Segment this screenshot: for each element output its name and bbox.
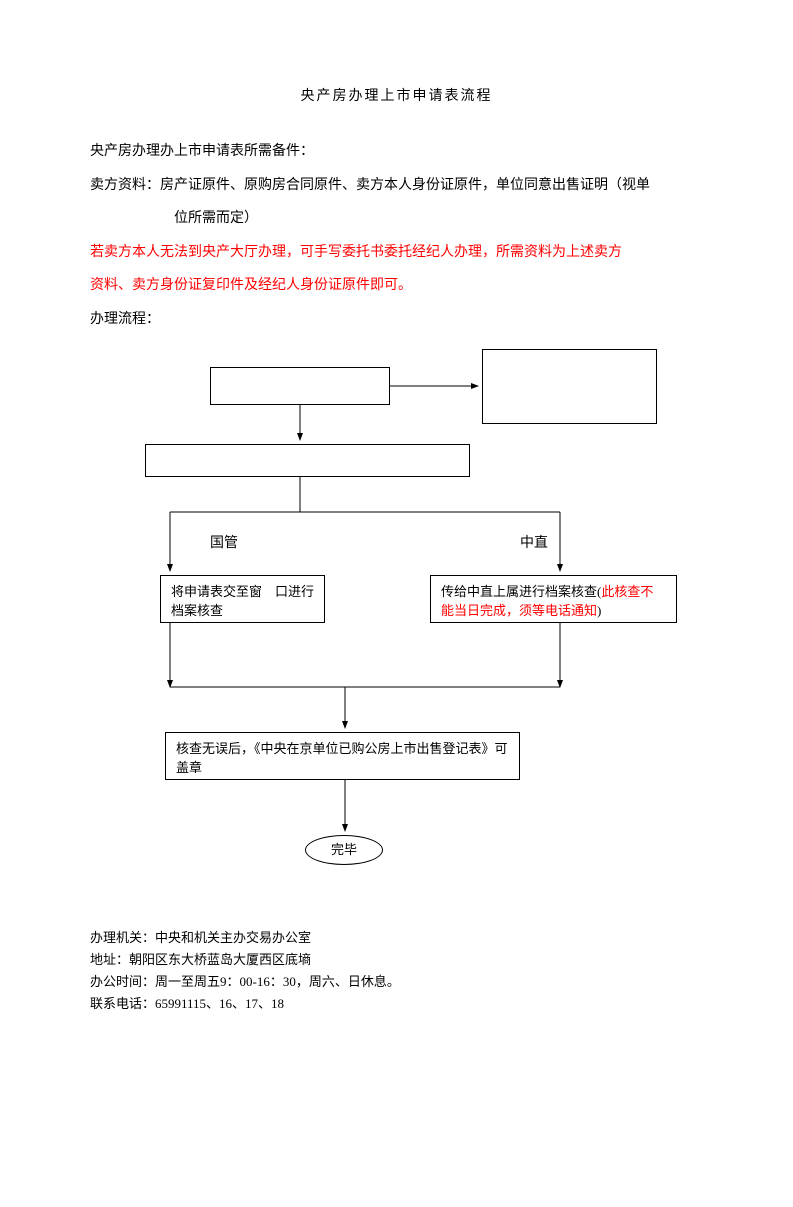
flowchart-arrows [0, 337, 793, 927]
page-title: 央产房办理上市申请表流程 [0, 85, 793, 105]
intro-red-1: 若卖方本人无法到央产大厅办理，可手写委托书委托经纪人办理，所需资料为上述卖方 [90, 236, 703, 270]
node-right-text-black: 传给中直上属进行档案核查( [441, 584, 601, 599]
flowchart-node-top [210, 367, 390, 405]
intro-line-2b: 位所需而定） [90, 202, 703, 236]
footer-hours: 办公时间：周一至周五9：00-16：30，周六、日休息。 [90, 971, 793, 993]
intro-red-2: 资料、卖方身份证复印件及经纪人身份证原件即可。 [90, 269, 703, 303]
footer-block: 办理机关：中央和机关主办交易办公室 地址：朝阳区东大桥蓝岛大厦西区底墒 办公时间… [90, 927, 793, 1015]
footer-addr: 地址：朝阳区东大桥蓝岛大厦西区底墒 [90, 949, 793, 971]
flowchart-node-end: 完毕 [305, 835, 383, 865]
node-right-text-end: ) [597, 603, 601, 618]
flowchart-node-left: 将申请表交至窗 口进行档案核查 [160, 575, 325, 623]
intro-block: 央产房办理办上市申请表所需备件： 卖方资料：房产证原件、原购房合同原件、卖方本人… [90, 135, 703, 337]
intro-line-1: 央产房办理办上市申请表所需备件： [90, 135, 703, 169]
flowchart-node-right: 传给中直上属进行档案核查(此核查不能当日完成，须等电话通知) [430, 575, 677, 623]
branch-label-left: 国管 [210, 532, 238, 552]
flowchart-node-topright [482, 349, 657, 424]
intro-line-3: 办理流程： [90, 303, 703, 337]
intro-line-2: 卖方资料：房产证原件、原购房合同原件、卖方本人身份证原件，单位同意出售证明（视单 [90, 169, 703, 203]
branch-label-right: 中直 [520, 532, 548, 552]
footer-tel: 联系电话：65991115、16、17、18 [90, 993, 793, 1015]
flowchart-node-merge: 核查无误后，《中央在京单位已购公房上市出售登记表》可盖章 [165, 732, 520, 780]
footer-org: 办理机关：中央和机关主办交易办公室 [90, 927, 793, 949]
flowchart-node-wide [145, 444, 470, 477]
flowchart-container: 国管 中直 将申请表交至窗 口进行档案核查 传给中直上属进行档案核查(此核查不能… [0, 337, 793, 927]
